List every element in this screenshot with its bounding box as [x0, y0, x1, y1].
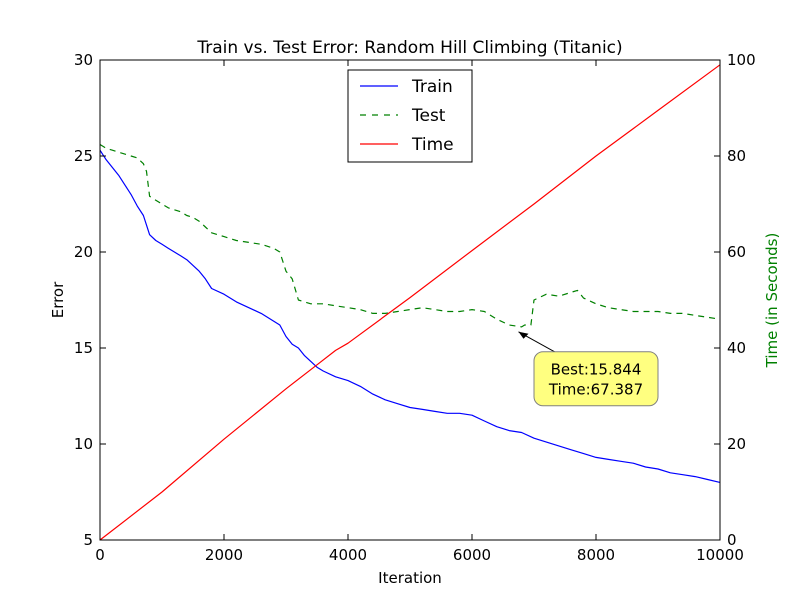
annotation-line-time: Time:67.387	[548, 381, 643, 399]
ticks-layer: 0 2000 4000 6000 8000 10000 5 10 15 20 25 30 0 20 40 60…	[74, 51, 756, 564]
y-tick-label: 10	[74, 435, 93, 453]
y-tick-label: 15	[74, 339, 93, 357]
y-tick-label: 25	[74, 147, 93, 165]
series-layer	[99, 64, 721, 541]
y2-tick-label: 40	[727, 339, 746, 357]
y2-axis-label: Time (in Seconds)	[763, 233, 781, 369]
y2-tick-label: 20	[727, 435, 746, 453]
annotation-layer: Best:15.844 Time:67.387	[518, 331, 659, 407]
annotation-line-best: Best:15.844	[551, 361, 642, 379]
x-tick-label: 6000	[453, 546, 491, 564]
legend-label-time: Time	[411, 135, 454, 155]
y2-tick-label: 100	[727, 51, 756, 69]
y-tick-label: 20	[74, 243, 93, 261]
x-axis-label: Iteration	[378, 569, 442, 587]
x-tick-label: 8000	[577, 546, 615, 564]
plot-frame	[99, 59, 721, 541]
y-tick-label: 30	[74, 51, 93, 69]
series-line-train	[99, 149, 721, 483]
x-tick-label: 4000	[329, 546, 367, 564]
annotation-box	[533, 351, 659, 407]
y2-tick-label: 80	[727, 147, 746, 165]
legend: Train Test Time	[347, 69, 473, 163]
x-tick-label: 2000	[205, 546, 243, 564]
legend-box	[347, 69, 473, 163]
legend-label-test: Test	[411, 106, 446, 126]
x-tick-label: 10000	[696, 546, 744, 564]
y2-tick-label: 60	[727, 243, 746, 261]
annotation-arrowhead	[518, 331, 529, 339]
legend-label-train: Train	[411, 77, 453, 97]
y2-tick-label: 0	[727, 531, 737, 549]
x-tick-label: 0	[95, 546, 105, 564]
series-line-test	[99, 143, 721, 328]
y-tick-label: 5	[83, 531, 93, 549]
y-axis-label: Error	[49, 281, 67, 318]
series-line-time	[99, 64, 721, 541]
chart-title: Train vs. Test Error: Random Hill Climbi…	[196, 38, 622, 58]
